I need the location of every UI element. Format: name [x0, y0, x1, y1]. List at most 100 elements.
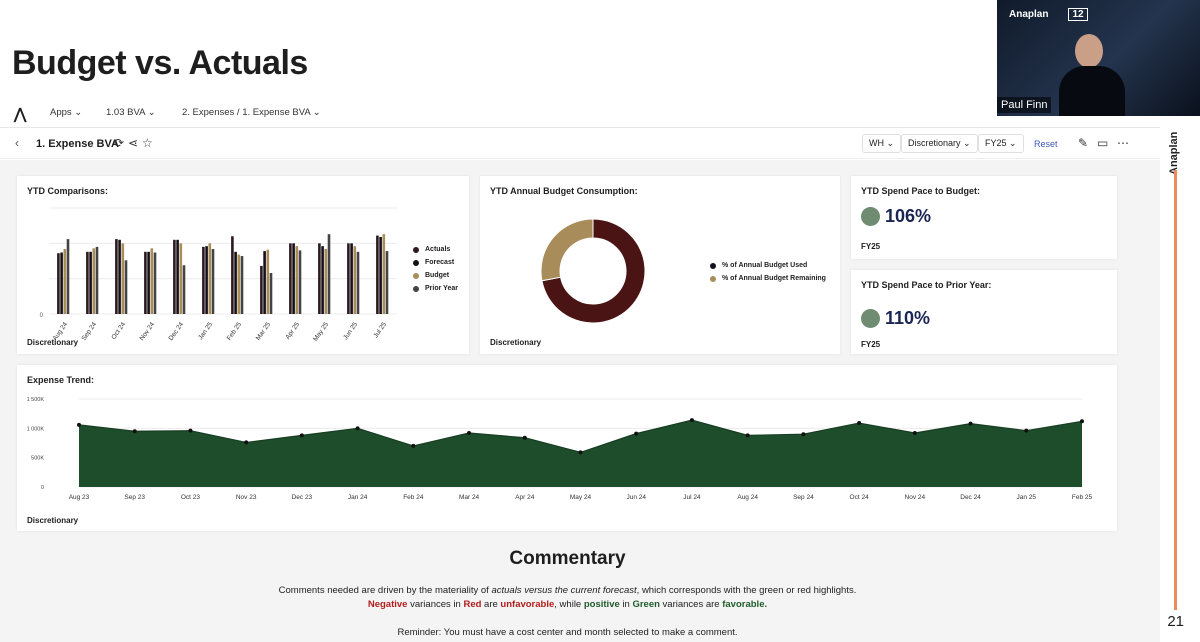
y-tick-label: 0: [41, 485, 44, 491]
x-tick-label: Nov 23: [236, 494, 257, 501]
bar-forecast: [205, 246, 208, 314]
speaker-video: [1059, 34, 1125, 116]
spend-pace-prior-card: YTD Spend Pace to Prior Year: 110% FY25: [851, 270, 1117, 354]
filter-category[interactable]: Discretionary ⌄: [901, 134, 978, 153]
card-footer: Discretionary: [27, 516, 79, 525]
bar-forecast: [89, 251, 92, 314]
ytd-comparisons-legend: Actuals Forecast Budget Prior Year: [413, 246, 458, 298]
bar-prior-year: [124, 260, 128, 314]
page-title: 1. Expense BVA: [36, 138, 119, 150]
reset-button[interactable]: Reset: [1034, 139, 1058, 149]
bar-prior-year: [356, 251, 360, 314]
share-icon[interactable]: ⋖: [128, 136, 139, 150]
nav-path-menu[interactable]: 2. Expenses / 1. Expense BVA ⌄: [182, 107, 321, 118]
legend-prior-year: Prior Year: [425, 285, 458, 292]
legend-actuals: Actuals: [425, 246, 451, 253]
x-tick-label: Apr 25: [284, 321, 301, 341]
x-tick-label: Feb 24: [403, 494, 424, 501]
expense-trend-card: Expense Trend: 0 500K 1 000K 1 500K Aug 23 Se…: [17, 365, 1117, 531]
comment-icon[interactable]: ▭: [1097, 136, 1109, 150]
bar-prior-year: [95, 246, 99, 314]
bar-actuals: [86, 251, 89, 314]
legend-item: % of Annual Budget Remaining: [710, 275, 826, 282]
top-nav: ⋀ Apps ⌄ 1.03 BVA ⌄ 2. Expenses / 1. Exp…: [0, 100, 1160, 128]
trend-point: [689, 418, 694, 423]
consumption-legend: % of Annual Budget Used % of Annual Budg…: [710, 262, 826, 288]
card-title: YTD Spend Pace to Prior Year:: [861, 280, 992, 290]
slide-page-number: 21: [1167, 613, 1184, 630]
x-tick-label: Nov 24: [139, 321, 157, 342]
kpi-value: 110%: [885, 308, 931, 328]
back-arrow-icon[interactable]: ‹: [15, 136, 19, 150]
bar-budget: [382, 234, 386, 314]
filter-wh[interactable]: WH ⌄: [862, 134, 902, 153]
bar-actuals: [231, 236, 234, 314]
commentary-text: are: [481, 599, 501, 610]
legend-remaining: % of Annual Budget Remaining: [722, 275, 826, 282]
bar-actuals: [144, 251, 147, 314]
bar-prior-year: [385, 251, 389, 314]
commentary-text: in: [619, 599, 633, 610]
commentary-line-1: Comments needed are driven by the materi…: [0, 585, 1135, 596]
trend-point: [188, 428, 193, 433]
bar-actuals: [289, 243, 292, 314]
legend-item: Prior Year: [413, 285, 458, 292]
trend-point: [411, 443, 416, 448]
bar-budget: [353, 246, 357, 314]
anaplan-logo-icon[interactable]: ⋀: [14, 106, 27, 123]
more-icon[interactable]: ⋯: [1117, 136, 1129, 150]
bar-budget: [208, 243, 212, 314]
webcam-partner-logo: 12: [1068, 8, 1088, 21]
x-tick-label: Sep 24: [793, 494, 814, 501]
x-tick-label: May 24: [570, 494, 592, 501]
commentary-text: , while: [554, 599, 584, 610]
commentary-text: variances in: [407, 599, 464, 610]
x-tick-label: Feb 25: [1072, 494, 1093, 501]
bar-forecast: [176, 239, 179, 314]
unfavorable-label: unfavorable: [500, 599, 555, 610]
x-tick-label: Jul 24: [683, 494, 701, 501]
filter-wh-label: WH: [869, 138, 884, 148]
nav-model-menu[interactable]: 1.03 BVA ⌄: [106, 107, 156, 118]
bar-budget: [150, 248, 154, 314]
legend-used: % of Annual Budget Used: [722, 262, 808, 269]
trend-point: [634, 431, 639, 436]
card-footer: Discretionary: [490, 338, 542, 347]
bar-actuals: [347, 243, 350, 314]
kpi-value: 106%: [885, 206, 932, 226]
x-tick-label: Nov 24: [905, 494, 926, 501]
x-tick-label: Sep 23: [124, 494, 145, 501]
x-tick-label: Aug 24: [737, 494, 758, 501]
edit-icon[interactable]: ✎: [1078, 136, 1089, 150]
trend-point: [801, 432, 806, 437]
x-tick-label: Mar 25: [255, 321, 273, 342]
trend-point: [1080, 419, 1084, 424]
legend-item: Actuals: [413, 246, 458, 253]
card-title: YTD Spend Pace to Budget:: [861, 186, 981, 196]
bar-budget: [237, 254, 241, 314]
x-tick-label: Apr 24: [515, 494, 535, 501]
bar-prior-year: [240, 256, 244, 314]
bar-actuals: [57, 253, 60, 314]
card-title: YTD Annual Budget Consumption:: [490, 186, 638, 196]
bar-prior-year: [327, 234, 331, 314]
nav-apps-label: Apps: [50, 107, 72, 118]
refresh-icon[interactable]: ⟳: [114, 136, 125, 150]
page-header: ‹ 1. Expense BVA ⟳ ⋖ ☆ WH ⌄ Discretionar…: [0, 129, 1160, 159]
nav-apps-menu[interactable]: Apps ⌄: [50, 107, 82, 118]
commentary-text: , which corresponds with the green or re…: [636, 585, 857, 596]
bar-prior-year: [269, 273, 273, 314]
trend-point: [299, 433, 304, 438]
legend-item: % of Annual Budget Used: [710, 262, 826, 269]
card-title: YTD Comparisons:: [27, 186, 109, 196]
filter-year[interactable]: FY25 ⌄: [978, 134, 1024, 153]
trend-point: [968, 421, 973, 426]
bar-prior-year: [66, 239, 70, 314]
star-icon[interactable]: ☆: [142, 136, 153, 150]
chevron-down-icon: ⌄: [312, 107, 321, 118]
filter-year-label: FY25: [985, 138, 1007, 148]
x-tick-label: Jun 25: [342, 321, 359, 341]
legend-forecast: Forecast: [425, 259, 455, 266]
x-tick-label: Dec 23: [292, 494, 313, 501]
bar-actuals: [202, 246, 205, 314]
